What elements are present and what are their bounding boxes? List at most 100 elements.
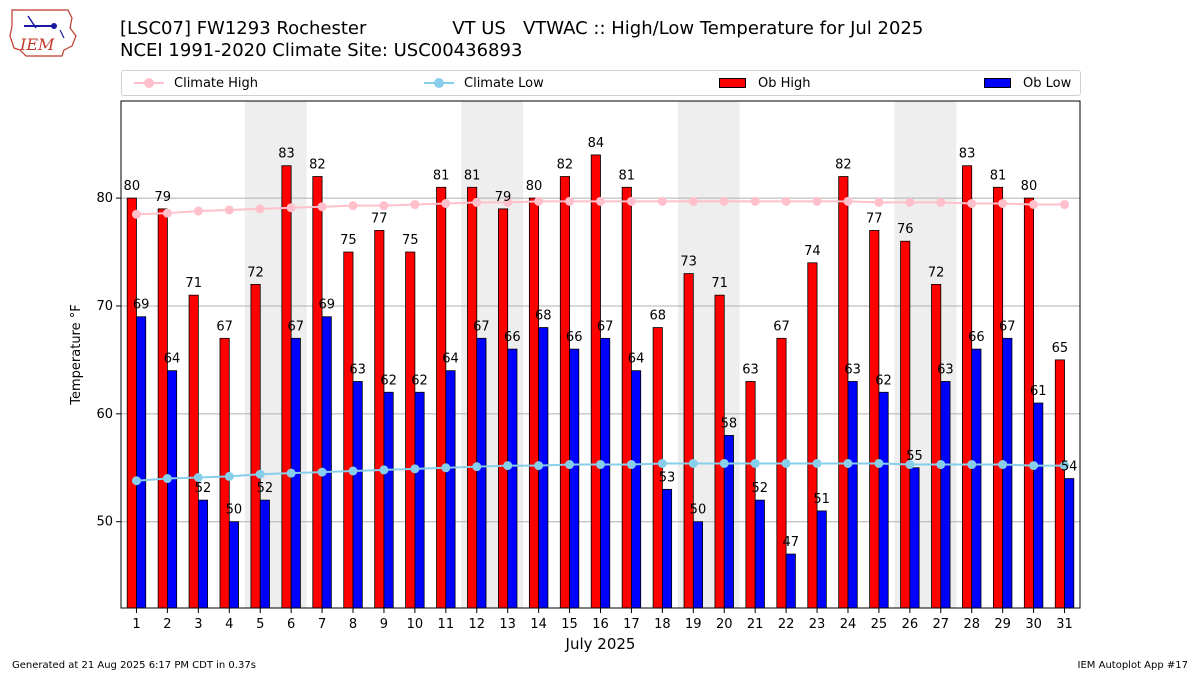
ob-high-value-label: 81 (433, 168, 450, 183)
x-tick-label: 14 (530, 617, 547, 632)
ob-low-bar (197, 499, 209, 609)
x-tick-label: 13 (499, 617, 516, 632)
climate-low-point (843, 458, 853, 468)
ob-low-value-label: 62 (380, 373, 397, 388)
ob-high-bar (436, 186, 447, 609)
ob-high-value-label: 80 (1021, 179, 1038, 194)
climate-high-point (905, 197, 915, 207)
ob-low-value-label: 64 (628, 352, 645, 367)
ob-low-bar (1002, 337, 1013, 609)
ob-low-value-label: 50 (226, 503, 243, 518)
climate-low-point (348, 466, 358, 476)
climate-high-point (657, 196, 667, 206)
ob-low-value-label: 62 (875, 373, 892, 388)
ob-low-value-label: 63 (937, 362, 954, 377)
x-tick-label: 19 (685, 617, 702, 632)
ob-low-value-label: 68 (535, 309, 552, 324)
climate-low-point (1060, 461, 1070, 471)
ob-high-bar (714, 294, 725, 609)
climate-low-point (750, 458, 760, 468)
climate-low-point (162, 474, 172, 484)
x-tick-label: 17 (623, 617, 640, 632)
ob-low-bar (909, 467, 920, 609)
ob-high-bar (188, 294, 199, 609)
ob-low-bar (569, 348, 580, 609)
ob-high-bar (528, 197, 540, 609)
chart-title-line2: NCEI 1991-2020 Climate Site: USC00436893 (120, 40, 523, 61)
x-tick-label: 7 (318, 617, 326, 632)
ob-low-value-label: 55 (906, 449, 923, 464)
ob-high-value-label: 75 (340, 233, 357, 248)
x-tick-label: 16 (592, 617, 609, 632)
ob-high-value-label: 81 (464, 168, 481, 183)
climate-low-point (472, 462, 482, 472)
ob-low-value-label: 62 (411, 373, 428, 388)
ob-high-value-label: 83 (278, 147, 295, 162)
y-tick-label: 70 (96, 299, 113, 314)
ob-low-value-label: 67 (288, 319, 305, 334)
ob-low-value-label: 52 (752, 481, 769, 496)
climate-low-point (688, 458, 698, 468)
ob-high-value-label: 77 (371, 211, 388, 226)
ob-low-bar (507, 348, 518, 609)
ob-low-value-label: 67 (473, 319, 490, 334)
x-tick-label: 25 (871, 617, 888, 632)
ob-high-value-label: 67 (773, 319, 790, 334)
climate-high-point (565, 196, 575, 206)
ob-high-bar (498, 208, 509, 609)
ob-low-value-label: 52 (195, 481, 212, 496)
climate-high-point (626, 196, 636, 206)
ob-low-bar (878, 391, 889, 609)
climate-high-point (936, 197, 946, 207)
ob-high-value-label: 76 (897, 222, 914, 237)
ob-low-value-label: 52 (257, 481, 274, 496)
ob-low-bar (847, 381, 858, 609)
climate-low-point (1029, 461, 1039, 471)
x-tick-label: 26 (902, 617, 919, 632)
climate-high-point (596, 196, 605, 206)
ob-high-value-label: 63 (742, 362, 759, 377)
climate-high-point (441, 198, 451, 208)
legend-ob-low: Ob Low (984, 71, 1071, 95)
ob-low-value-label: 58 (721, 416, 738, 431)
ob-high-value-label: 71 (711, 276, 728, 291)
footer-generated-text: Generated at 21 Aug 2025 6:17 PM CDT in … (12, 660, 256, 671)
ob-high-value-label: 82 (557, 158, 574, 173)
ob-low-value-label: 53 (659, 470, 676, 485)
ob-high-value-label: 65 (1052, 341, 1069, 356)
ob-low-bar (816, 510, 827, 609)
ob-high-bar (1054, 359, 1065, 609)
ob-low-value-label: 47 (782, 535, 799, 550)
ob-low-bar (167, 370, 178, 609)
climate-high-point (874, 197, 884, 207)
climate-high-point (224, 205, 234, 215)
x-tick-label: 8 (349, 617, 357, 632)
chart-title-line1: [LSC07] FW1293 Rochester VT US VTWAC :: … (120, 18, 924, 39)
ob-low-value-label: 69 (133, 298, 150, 313)
climate-low-point (719, 458, 729, 468)
ob-high-bar (559, 176, 570, 609)
ob-high-value-label: 75 (402, 233, 419, 248)
ob-high-bar (900, 240, 911, 609)
legend-climate-low: Climate Low (424, 71, 544, 95)
climate-low-point (874, 458, 884, 468)
climate-high-point (131, 209, 141, 219)
ob-low-value-label: 64 (442, 352, 459, 367)
ob-high-value-label: 71 (185, 276, 202, 291)
climate-high-point (719, 196, 729, 206)
climate-high-point (317, 202, 327, 212)
ob-high-bar (343, 251, 354, 609)
ob-low-bar (971, 348, 982, 609)
climate-low-point (781, 458, 791, 468)
x-tick-label: 20 (716, 617, 733, 632)
ob-low-bar (321, 316, 332, 609)
ob-low-value-label: 66 (968, 330, 985, 345)
ob-low-bar (940, 381, 951, 609)
ob-low-bar (754, 499, 765, 609)
ob-high-bar (157, 208, 168, 609)
ob-high-bar (590, 154, 601, 609)
climate-high-point (410, 200, 420, 210)
climate-low-point (657, 458, 667, 468)
ob-low-bar (352, 381, 363, 609)
